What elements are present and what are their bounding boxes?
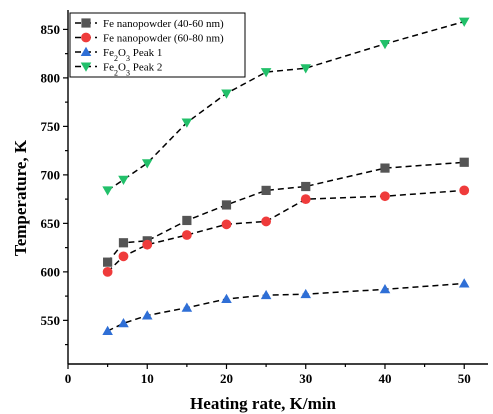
series-2-point <box>459 185 470 196</box>
series-2-line <box>107 189 465 273</box>
series-2-point <box>142 239 153 250</box>
series-2-point <box>181 230 192 240</box>
series-1-point <box>301 181 311 192</box>
series-3-point <box>181 302 193 312</box>
y-tick-label: 700 <box>41 167 61 182</box>
series-2-point <box>300 194 311 205</box>
series-3-line <box>107 282 465 332</box>
series-4-point <box>102 186 113 196</box>
series-4-point <box>181 118 193 128</box>
series-1-point <box>103 257 113 267</box>
y-tick-label: 650 <box>41 216 61 231</box>
x-tick-label: 0 <box>65 371 72 386</box>
series-2-point <box>221 219 232 230</box>
series-3-point <box>141 310 153 320</box>
series-3-point <box>118 317 129 328</box>
legend-marker <box>80 46 92 56</box>
legend-label-3: Fe2O3 Peak 1 <box>103 47 162 63</box>
series-1-point <box>380 163 390 173</box>
series-3-point <box>221 293 232 303</box>
y-tick-label: 600 <box>41 264 61 279</box>
legend-label-1: Fe nanopowder (40-60 nm) <box>103 18 224 30</box>
series-3-point <box>102 325 113 335</box>
series-2-point <box>102 266 113 277</box>
legend-box <box>69 12 246 78</box>
series-3-point <box>379 284 391 294</box>
y-axis-title: Temperature, K <box>11 139 30 256</box>
x-axis-title: Heating rate, K/min <box>190 394 336 413</box>
axes: 0 10 20 30 40 50 550 600 650 700 750 800 850 <box>41 10 488 386</box>
series-4-point <box>141 159 153 169</box>
series-4-point <box>260 68 272 78</box>
legend-label-4: Fe2O3 Peak 2 <box>103 62 162 78</box>
series-2-point <box>118 251 129 262</box>
x-tick-label: 10 <box>141 371 154 386</box>
series-2-point <box>380 191 390 202</box>
x-tick-label: 30 <box>299 371 312 386</box>
series-1-point <box>221 200 232 210</box>
series-4-point <box>221 89 232 99</box>
series-1-point <box>459 157 469 167</box>
series-1-point <box>182 215 192 226</box>
x-tick-label: 50 <box>458 371 471 386</box>
series-4-point <box>458 17 470 27</box>
y-tick-label: 550 <box>41 313 61 328</box>
legend-label-2: Fe nanopowder (60-80 nm) <box>103 33 224 45</box>
legend: Fe nanopowder (40-60 nm) Fe nanopowder (6… <box>69 12 246 78</box>
y-tick-label: 850 <box>41 22 61 37</box>
series-3-point <box>300 288 312 299</box>
series-4-point <box>300 64 312 74</box>
legend-marker <box>81 18 91 28</box>
x-tick-label: 40 <box>378 371 391 386</box>
x-tick-label: 20 <box>220 371 233 386</box>
series-3-point <box>458 278 470 288</box>
series-1-line <box>107 161 465 263</box>
y-tick-label: 800 <box>41 70 61 85</box>
series-1-point <box>261 185 271 195</box>
series-2-point <box>261 216 272 227</box>
legend-marker <box>80 62 92 72</box>
series-markers <box>102 17 470 335</box>
series-4-point <box>379 39 391 50</box>
y-tick-label: 750 <box>41 119 61 134</box>
series-4-point <box>118 175 129 186</box>
series-1-point <box>118 238 129 248</box>
series-3-point <box>260 289 272 300</box>
legend-marker <box>81 32 91 43</box>
